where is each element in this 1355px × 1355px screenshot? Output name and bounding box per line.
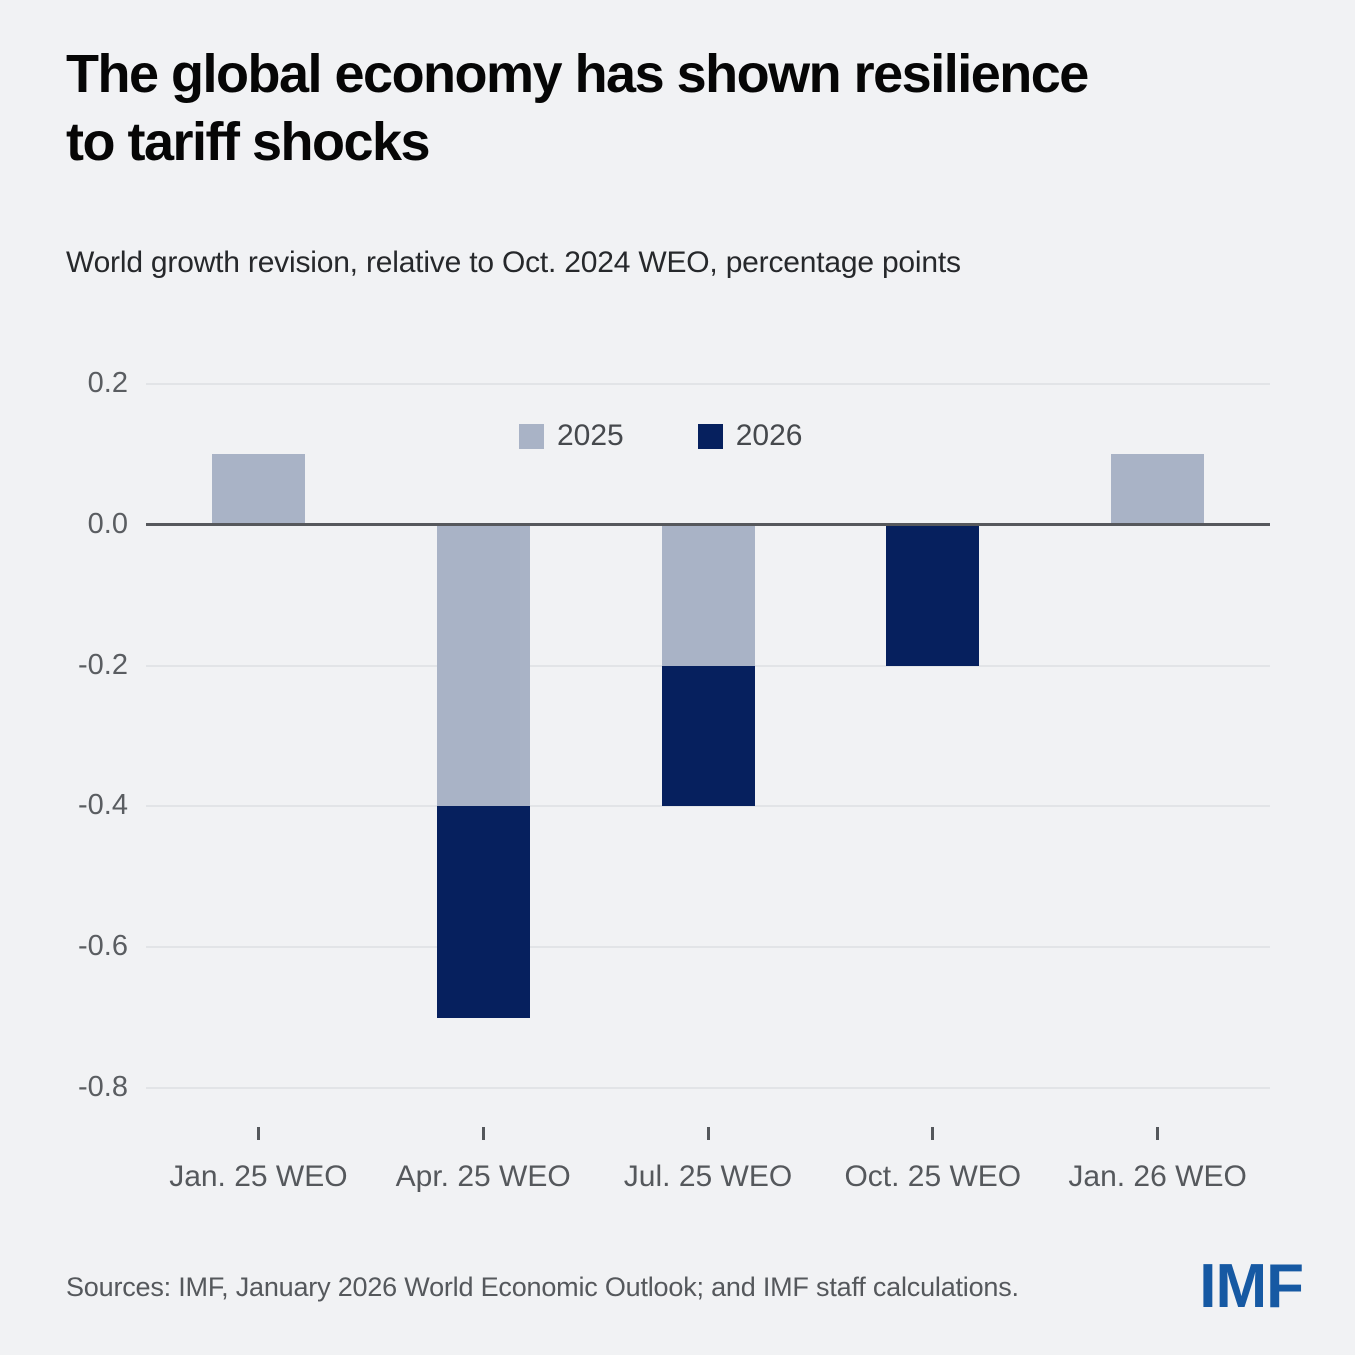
bar-segment-2025 <box>1111 454 1205 525</box>
y-tick-label: -0.8 <box>78 1071 128 1103</box>
plot-area <box>146 383 1270 1089</box>
x-tick-label: Jan. 26 WEO <box>1068 1160 1247 1193</box>
x-axis-tick <box>931 1127 935 1140</box>
legend-item-2025: 2025 <box>519 419 624 453</box>
gridline <box>146 805 1270 808</box>
source-note: Sources: IMF, January 2026 World Economi… <box>66 1272 1019 1302</box>
x-axis-tick <box>481 1127 485 1140</box>
x-tick-label: Jul. 25 WEO <box>623 1160 793 1193</box>
imf-logo: IMF <box>1199 1252 1304 1321</box>
legend-label: 2026 <box>735 419 803 452</box>
gridline <box>146 383 1270 385</box>
gridline <box>146 1087 1270 1089</box>
y-tick-label: -0.6 <box>78 930 128 963</box>
y-tick-label: -0.2 <box>78 648 128 681</box>
bar-segment-2025 <box>211 454 305 525</box>
x-tick-label: Apr. 25 WEO <box>395 1160 571 1193</box>
legend-label: 2025 <box>557 419 624 452</box>
x-axis-tick <box>1156 1127 1160 1140</box>
chart-legend: 2025 2026 <box>519 419 803 453</box>
gridline <box>146 946 1270 949</box>
x-tick-label: Oct. 25 WEO <box>844 1160 1022 1193</box>
bar-segment-2025 <box>661 524 755 666</box>
x-axis-tick <box>706 1127 710 1140</box>
bar-segment-2026 <box>436 806 530 1018</box>
x-axis-tick <box>256 1127 260 1140</box>
bar-segment-2025 <box>436 524 530 807</box>
x-tick-label: Jan. 25 WEO <box>169 1160 348 1193</box>
legend-swatch-2026 <box>697 423 723 449</box>
y-tick-label: 0.2 <box>87 367 128 399</box>
y-tick-label: -0.4 <box>78 789 128 822</box>
legend-item-2026: 2026 <box>697 419 803 453</box>
bar-segment-2026 <box>886 524 980 666</box>
bar-segment-2026 <box>661 665 755 807</box>
chart-subtitle: World growth revision, relative to Oct. … <box>66 246 961 279</box>
chart-title: The global economy has shown resilience … <box>66 44 1089 172</box>
zero-axis-line <box>146 523 1270 527</box>
legend-swatch-2025 <box>519 423 544 449</box>
y-tick-label: 0.0 <box>87 507 128 540</box>
